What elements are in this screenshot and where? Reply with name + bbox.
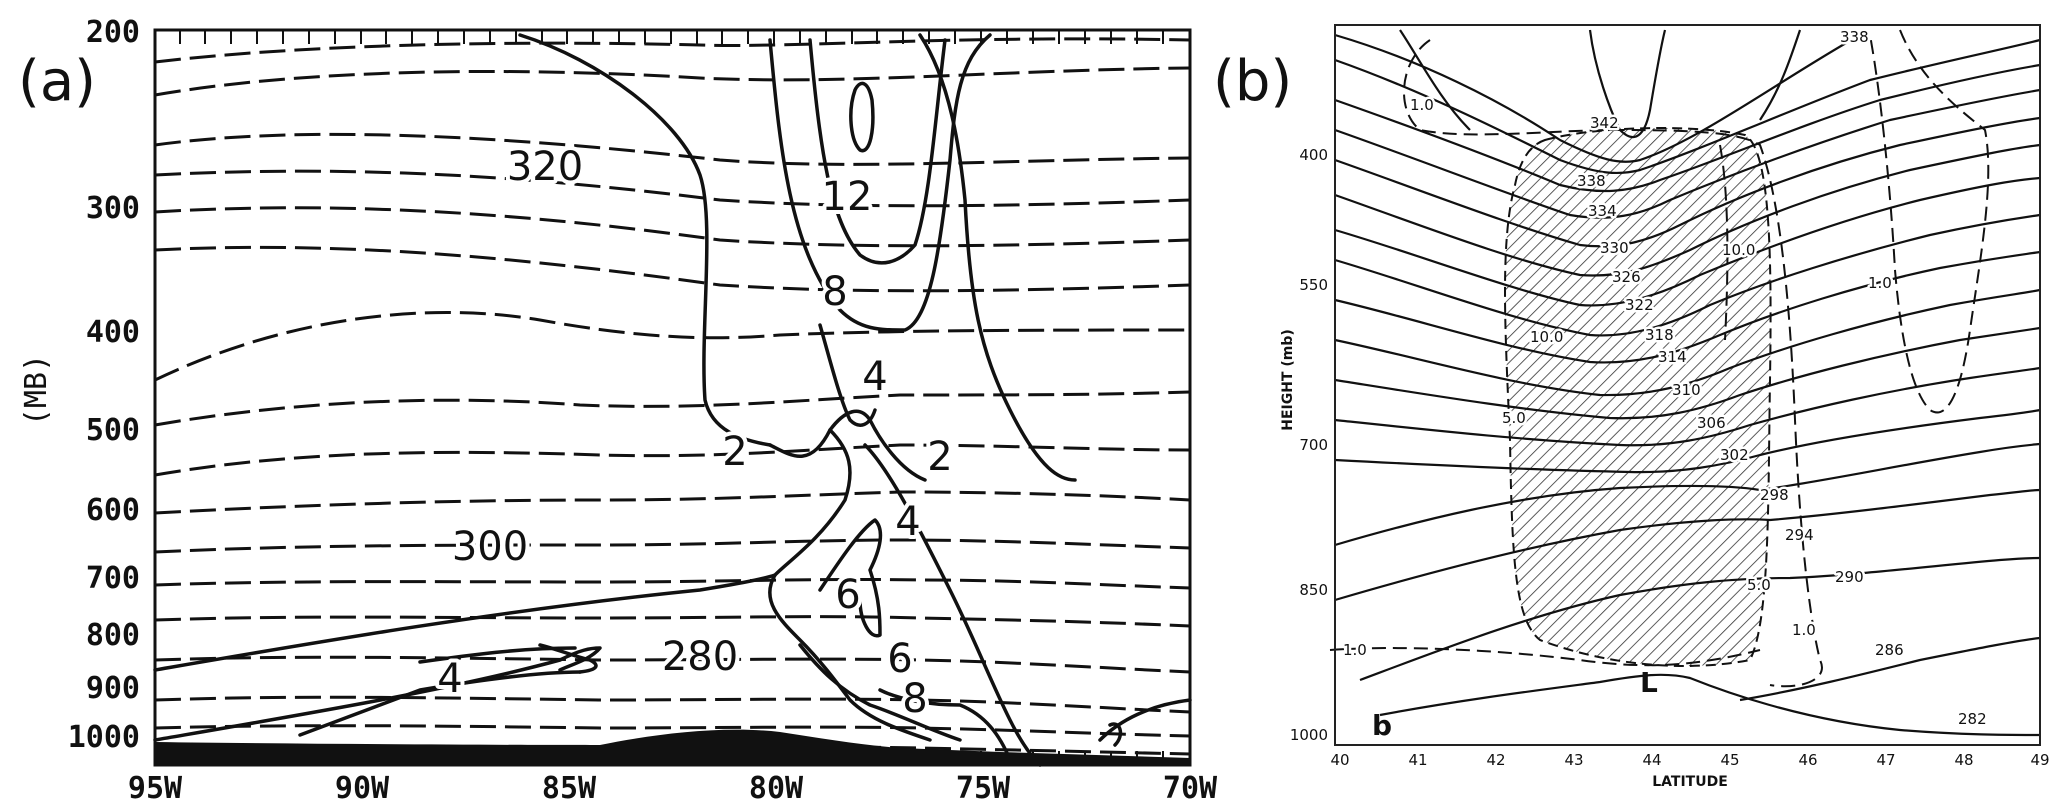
panel-b-y-tick: 1000 bbox=[1290, 726, 1328, 744]
panel-a-surface-shading bbox=[155, 729, 1190, 765]
contour-label: 310 bbox=[1672, 381, 1701, 399]
contour-label: 314 bbox=[1658, 348, 1687, 366]
dashed-label: 1.0 bbox=[1410, 96, 1434, 114]
dashed-label: 5.0 bbox=[1502, 409, 1526, 427]
contour-label: 4 bbox=[437, 656, 462, 702]
contour-label: 4 bbox=[862, 354, 887, 400]
panel-a-x-tick: 85W bbox=[542, 771, 597, 805]
panel-b-x-tick: 41 bbox=[1408, 751, 1427, 769]
panel-b-sub-label: b bbox=[1372, 709, 1392, 742]
panel-a-x-tick: 75W bbox=[956, 771, 1011, 805]
panel-a-dashed-contours bbox=[154, 37, 1191, 756]
panel-b-y-ticks: 400 550 700 850 1000 bbox=[1290, 146, 1328, 744]
panel-a-ylabel: (MB) bbox=[19, 354, 54, 426]
contour-label: 6 bbox=[835, 572, 860, 618]
panel-b-x-tick: 45 bbox=[1720, 751, 1739, 769]
panel-a-x-tick: 80W bbox=[749, 771, 804, 805]
contour-label: 282 bbox=[1958, 710, 1987, 728]
panel-a-y-tick: 1000 bbox=[68, 720, 140, 755]
panel-b-label: (b) bbox=[1213, 49, 1292, 114]
contour-label: 294 bbox=[1785, 526, 1814, 544]
contour-label: 298 bbox=[1760, 486, 1789, 504]
panel-b-hatched-region bbox=[1504, 127, 1772, 667]
panel-b-y-tick: 850 bbox=[1299, 581, 1328, 599]
contour-label: 280 bbox=[662, 634, 738, 680]
panel-a-x-tick: 95W bbox=[128, 771, 183, 805]
panel-b-x-tick: 44 bbox=[1642, 751, 1661, 769]
dashed-label: 1.0 bbox=[1792, 621, 1816, 639]
panel-b-solid-contours bbox=[1334, 29, 2041, 737]
panel-b-dashed-labels: 1.0 10.0 10.0 5.0 5.0 1.0 1.0 1.0 bbox=[1341, 94, 1895, 662]
panel-a-y-tick: 900 bbox=[86, 671, 140, 706]
panel-a-frame bbox=[153, 28, 1192, 767]
panel-b-dashed-contours bbox=[1329, 29, 1990, 688]
panel-b-y-tick: 700 bbox=[1299, 436, 1328, 454]
panel-a-top-ticks bbox=[179, 30, 1164, 44]
contour-label: 300 bbox=[452, 524, 528, 570]
panel-a-bottom-ticks bbox=[179, 751, 1164, 765]
panel-b-x-tick: 42 bbox=[1486, 751, 1505, 769]
panel-a-x-tick: 90W bbox=[335, 771, 390, 805]
panel-a-y-ticks: 200 300 400 500 600 700 800 900 1000 bbox=[68, 15, 140, 755]
panel-b-x-tick: 47 bbox=[1876, 751, 1895, 769]
dashed-label: 1.0 bbox=[1343, 641, 1367, 659]
panel-a-y-tick: 700 bbox=[86, 561, 140, 596]
panel-b-contour-labels: 342 338 338 334 330 326 322 318 314 310 … bbox=[1575, 26, 1990, 731]
contour-label: 338 bbox=[1577, 172, 1606, 190]
panel-b-frame bbox=[1334, 24, 2041, 746]
panel-b: (b) bbox=[1213, 24, 2050, 790]
contour-label: 322 bbox=[1625, 296, 1654, 314]
dashed-label: 10.0 bbox=[1722, 241, 1755, 259]
dashed-label: 5.0 bbox=[1747, 576, 1771, 594]
panel-a: (a) bbox=[18, 15, 1218, 805]
panel-a-y-tick: 200 bbox=[86, 15, 140, 50]
contour-label: 290 bbox=[1835, 568, 1864, 586]
panel-b-x-ticks: 40 41 42 43 44 45 46 47 48 49 bbox=[1330, 751, 2049, 769]
panel-a-solid-contours bbox=[153, 33, 1192, 767]
contour-label: 342 bbox=[1590, 114, 1619, 132]
panel-a-x-tick: 70W bbox=[1163, 771, 1218, 805]
panel-a-y-tick: 400 bbox=[86, 315, 140, 350]
panel-a-contour-labels: 320 300 280 12 8 4 2 2 4 6 6 4 8 bbox=[433, 140, 956, 726]
panel-a-x-ticks: 95W 90W 85W 80W 75W 70W bbox=[128, 771, 1218, 805]
dashed-label: 1.0 bbox=[1868, 274, 1892, 292]
panel-b-x-tick: 49 bbox=[2030, 751, 2049, 769]
contour-label: 334 bbox=[1588, 202, 1617, 220]
contour-label: 8 bbox=[902, 676, 927, 722]
panel-b-y-tick: 550 bbox=[1299, 276, 1328, 294]
panel-b-y-tick: 400 bbox=[1299, 146, 1328, 164]
contour-label: 4 bbox=[895, 499, 920, 545]
panel-b-ylabel: HEIGHT (mb) bbox=[1280, 329, 1296, 431]
contour-label: 8 bbox=[822, 269, 847, 315]
contour-label: 6 bbox=[887, 636, 912, 682]
contour-label: 330 bbox=[1600, 239, 1629, 257]
contour-label: 318 bbox=[1645, 326, 1674, 344]
panel-a-label: (a) bbox=[18, 49, 96, 114]
contour-label: 326 bbox=[1612, 268, 1641, 286]
panel-b-x-tick: 48 bbox=[1954, 751, 1973, 769]
dashed-label: 10.0 bbox=[1530, 328, 1563, 346]
contour-label: 338 bbox=[1840, 28, 1869, 46]
contour-label: 2 bbox=[927, 434, 952, 480]
panel-b-low-label: L bbox=[1640, 666, 1658, 699]
panel-b-x-tick: 40 bbox=[1330, 751, 1349, 769]
panel-a-y-tick: 500 bbox=[86, 413, 140, 448]
contour-label: 306 bbox=[1697, 414, 1726, 432]
panel-b-x-tick: 43 bbox=[1564, 751, 1583, 769]
contour-label: 302 bbox=[1720, 446, 1749, 464]
contour-label: 286 bbox=[1875, 641, 1904, 659]
panel-a-y-tick: 600 bbox=[86, 493, 140, 528]
contour-label: 320 bbox=[507, 144, 583, 190]
panel-b-x-tick: 46 bbox=[1798, 751, 1817, 769]
contour-label: 12 bbox=[822, 174, 873, 220]
panel-a-y-tick: 300 bbox=[86, 191, 140, 226]
panel-b-xlabel: LATITUDE bbox=[1652, 774, 1728, 790]
panel-a-y-tick: 800 bbox=[86, 618, 140, 653]
contour-label: 2 bbox=[722, 429, 747, 475]
